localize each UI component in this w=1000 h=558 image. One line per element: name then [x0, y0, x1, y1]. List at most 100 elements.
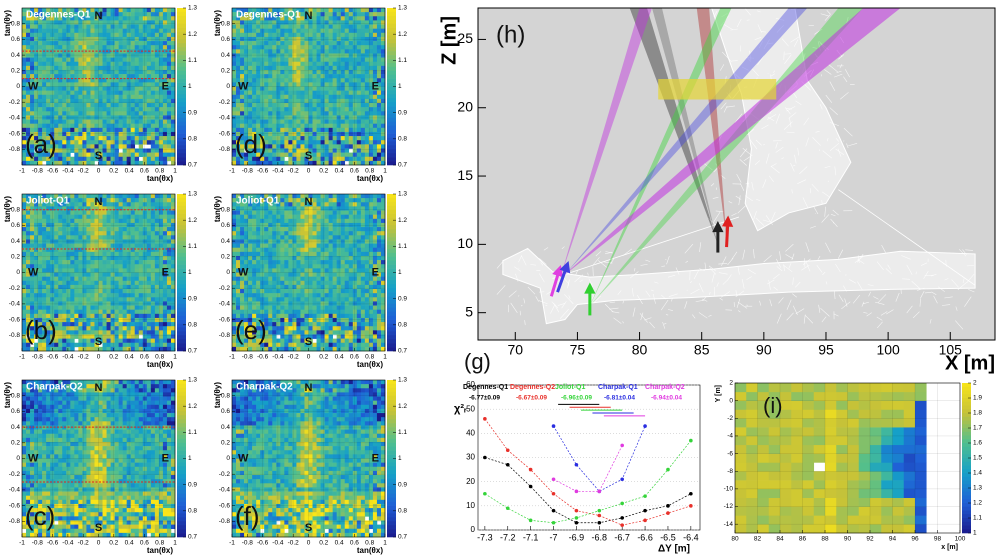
colorbar-label: 0.8 — [188, 322, 197, 329]
cell — [138, 301, 144, 306]
cell — [62, 512, 67, 517]
cell — [110, 24, 115, 29]
cell — [46, 206, 51, 211]
cell — [110, 218, 115, 224]
cell — [94, 441, 99, 447]
cell — [62, 280, 67, 286]
cell — [98, 206, 103, 211]
cell — [46, 280, 51, 286]
cell — [22, 8, 27, 13]
cell — [66, 152, 71, 158]
cell — [26, 107, 31, 112]
cell — [150, 301, 156, 306]
cell — [110, 8, 115, 13]
cell — [50, 483, 55, 488]
cell — [54, 94, 59, 100]
cell — [62, 32, 67, 38]
cell — [118, 86, 123, 91]
cell — [138, 227, 144, 232]
cell — [78, 437, 83, 443]
cell — [70, 388, 75, 393]
cell — [252, 111, 257, 116]
cell — [142, 503, 148, 509]
cell — [22, 41, 27, 46]
cell — [162, 119, 168, 124]
cell — [22, 264, 27, 269]
cell — [126, 20, 132, 25]
cell — [114, 483, 119, 488]
cell — [70, 61, 75, 67]
cell — [34, 284, 39, 290]
cell — [46, 458, 51, 463]
cell — [78, 429, 83, 435]
cell — [50, 243, 55, 249]
cell — [138, 57, 144, 63]
cell — [86, 512, 91, 517]
cell — [106, 532, 111, 538]
cell — [82, 24, 87, 29]
cell — [58, 45, 63, 50]
cell — [244, 98, 249, 104]
cell — [26, 446, 31, 451]
cell — [50, 508, 55, 513]
colorbar-step — [177, 51, 186, 56]
cell — [150, 413, 156, 418]
cell — [82, 61, 87, 67]
cell — [98, 305, 103, 310]
colorbar-step — [177, 125, 186, 130]
compass-label: E — [162, 266, 169, 278]
cell — [46, 305, 51, 310]
cell — [118, 466, 123, 472]
cell — [256, 94, 261, 100]
cell — [46, 57, 51, 63]
cell — [38, 520, 43, 525]
cell — [82, 206, 87, 211]
cell — [122, 214, 127, 220]
cell — [130, 111, 136, 116]
cell — [102, 69, 107, 75]
cell — [122, 53, 127, 58]
cell — [232, 144, 237, 149]
cell — [46, 94, 51, 100]
cell — [138, 239, 144, 244]
cell — [50, 392, 55, 397]
cell — [166, 210, 172, 215]
cell — [42, 429, 47, 435]
cell — [150, 400, 156, 406]
cell — [50, 78, 55, 83]
cell — [58, 243, 63, 249]
cell — [30, 28, 35, 34]
cell — [66, 297, 71, 302]
colorbar-label: 1 — [188, 83, 192, 90]
cell — [110, 36, 115, 42]
cell — [166, 417, 172, 422]
cell — [122, 198, 127, 203]
cell — [94, 503, 99, 509]
cell — [122, 326, 127, 331]
cell — [22, 32, 27, 38]
cell — [126, 160, 132, 166]
cell — [22, 28, 27, 34]
cell — [252, 65, 257, 71]
cell — [252, 90, 257, 96]
cell — [154, 297, 160, 302]
cell — [138, 317, 144, 323]
cell — [90, 214, 95, 220]
cell — [54, 429, 59, 435]
cell — [118, 392, 123, 397]
cell — [134, 78, 140, 83]
cell — [150, 338, 156, 344]
cell — [54, 239, 59, 244]
cell — [232, 94, 237, 100]
cell — [126, 140, 132, 145]
cell — [162, 454, 168, 459]
cell — [94, 78, 99, 83]
cell — [138, 388, 144, 393]
cell — [54, 140, 59, 145]
cell — [86, 32, 91, 38]
cell — [142, 107, 148, 112]
cell — [26, 317, 31, 323]
cell — [62, 346, 67, 352]
cell — [90, 425, 95, 430]
cell — [158, 94, 164, 100]
